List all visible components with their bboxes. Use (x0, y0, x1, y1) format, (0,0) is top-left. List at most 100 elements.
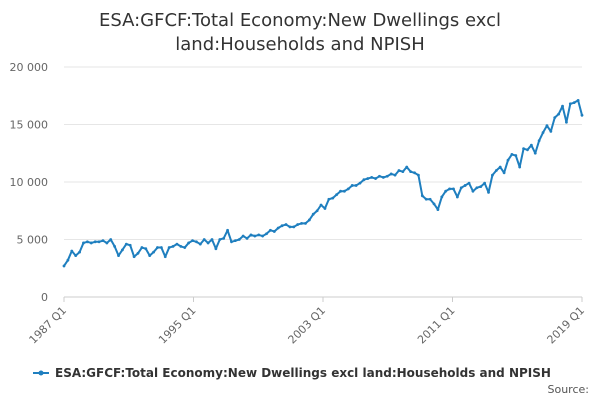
data-point[interactable] (269, 228, 272, 232)
data-point[interactable] (272, 230, 276, 233)
data-point[interactable] (265, 232, 268, 236)
data-point[interactable] (522, 147, 525, 151)
data-point[interactable] (494, 169, 498, 172)
data-point[interactable] (210, 238, 214, 241)
data-point[interactable] (436, 208, 440, 212)
data-point[interactable] (311, 212, 315, 216)
data-point[interactable] (226, 228, 229, 232)
data-point[interactable] (206, 241, 210, 245)
data-point[interactable] (362, 178, 366, 182)
data-point[interactable] (502, 171, 506, 175)
data-point[interactable] (463, 184, 467, 187)
data-point[interactable] (444, 189, 448, 193)
data-point[interactable] (241, 234, 245, 238)
data-point[interactable] (74, 254, 78, 257)
data-point[interactable] (237, 238, 241, 241)
data-point[interactable] (506, 158, 510, 162)
data-point[interactable] (413, 171, 416, 175)
data-point[interactable] (374, 177, 377, 180)
data-point[interactable] (417, 173, 420, 177)
data-point[interactable] (370, 176, 374, 179)
data-point[interactable] (288, 225, 292, 229)
data-point[interactable] (128, 243, 132, 247)
data-point[interactable] (214, 247, 218, 251)
data-point[interactable] (475, 186, 479, 190)
data-point[interactable] (140, 246, 144, 249)
data-point[interactable] (191, 239, 194, 243)
data-point[interactable] (549, 130, 553, 133)
data-point[interactable] (136, 251, 140, 255)
data-point[interactable] (89, 241, 93, 245)
data-point[interactable] (487, 190, 490, 194)
data-point[interactable] (307, 218, 311, 222)
data-point[interactable] (498, 165, 502, 169)
data-point[interactable] (366, 177, 370, 180)
data-point[interactable] (448, 187, 451, 191)
data-point[interactable] (323, 207, 327, 210)
data-point[interactable] (393, 173, 397, 177)
data-point[interactable] (533, 151, 537, 155)
data-point[interactable] (331, 196, 335, 200)
data-point[interactable] (121, 248, 124, 252)
data-point[interactable] (222, 236, 226, 240)
data-point[interactable] (385, 174, 389, 178)
data-point[interactable] (152, 250, 155, 254)
data-point[interactable] (510, 153, 514, 156)
data-point[interactable] (541, 131, 545, 134)
data-point[interactable] (233, 239, 237, 243)
data-point[interactable] (452, 187, 455, 191)
data-point[interactable] (117, 254, 120, 257)
data-point[interactable] (514, 154, 518, 157)
data-point[interactable] (428, 197, 432, 201)
data-point[interactable] (467, 181, 471, 185)
data-point[interactable] (346, 187, 350, 191)
data-point[interactable] (82, 241, 85, 245)
data-point[interactable] (156, 246, 159, 249)
data-point[interactable] (580, 113, 584, 117)
data-point[interactable] (257, 233, 261, 237)
data-point[interactable] (85, 240, 89, 244)
data-point[interactable] (459, 186, 463, 190)
data-point[interactable] (518, 165, 522, 169)
data-point[interactable] (280, 224, 284, 228)
data-point[interactable] (537, 139, 541, 143)
data-point[interactable] (358, 181, 362, 185)
data-point[interactable] (381, 176, 385, 179)
data-point[interactable] (557, 112, 561, 116)
data-point[interactable] (545, 124, 549, 128)
data-point[interactable] (471, 189, 475, 193)
data-point[interactable] (93, 240, 97, 244)
data-point[interactable] (455, 195, 459, 199)
data-point[interactable] (105, 241, 109, 245)
data-point[interactable] (335, 193, 339, 197)
data-point[interactable] (479, 185, 483, 189)
data-point[interactable] (491, 173, 494, 177)
data-point[interactable] (526, 148, 529, 152)
data-point[interactable] (148, 254, 152, 257)
data-point[interactable] (195, 240, 198, 244)
data-point[interactable] (78, 250, 81, 254)
data-point[interactable] (576, 98, 580, 102)
data-point[interactable] (424, 197, 428, 201)
data-point[interactable] (66, 258, 70, 262)
data-point[interactable] (124, 242, 128, 246)
data-point[interactable] (420, 194, 424, 198)
data-point[interactable] (440, 195, 444, 199)
data-point[interactable] (409, 170, 413, 174)
data-point[interactable] (163, 255, 167, 259)
data-point[interactable] (354, 184, 358, 187)
data-point[interactable] (561, 104, 564, 108)
data-point[interactable] (218, 238, 222, 241)
data-point[interactable] (315, 209, 319, 213)
data-point[interactable] (198, 242, 202, 246)
data-point[interactable] (97, 240, 101, 244)
data-point[interactable] (171, 245, 175, 248)
data-point[interactable] (167, 246, 171, 249)
data-point[interactable] (230, 240, 233, 244)
data-point[interactable] (202, 238, 206, 241)
data-point[interactable] (296, 223, 300, 226)
data-point[interactable] (179, 245, 183, 248)
data-point[interactable] (572, 101, 576, 105)
data-point[interactable] (276, 226, 280, 230)
data-point[interactable] (70, 249, 74, 253)
